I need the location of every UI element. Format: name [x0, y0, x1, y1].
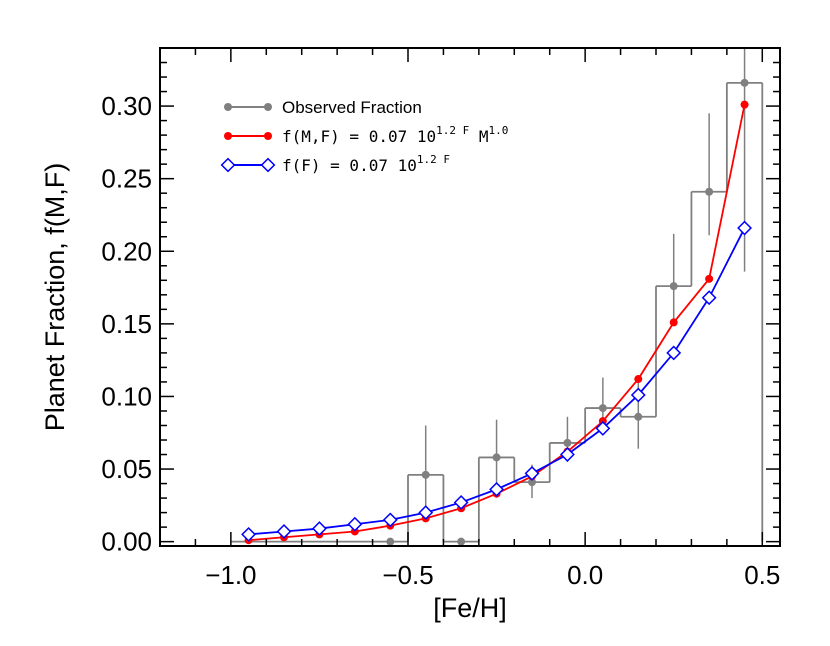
y-tick-label: 0.05	[101, 454, 152, 484]
observed-point	[705, 187, 714, 196]
legend-model-f-text: f(F) = 0.07 10	[282, 156, 417, 175]
observed-point	[634, 412, 643, 421]
model-mf-point	[669, 318, 678, 327]
legend-observed-marker	[224, 103, 232, 111]
y-tick-label: 0.10	[101, 381, 152, 411]
legend-model-mf-marker	[224, 132, 232, 140]
observed-point	[492, 453, 501, 462]
model-f-point	[382, 512, 398, 528]
observed-point	[669, 282, 678, 291]
legend-model-mf-marker	[264, 132, 272, 140]
y-tick-label: 0.00	[101, 527, 152, 557]
x-axis-title: [Fe/H]	[433, 593, 507, 623]
legend-model-mf-exponent: 1.2 F	[436, 124, 469, 137]
legend-observed-label: Observed Fraction	[282, 98, 422, 117]
legend: Observed Fraction f(M,F) = 0.07 101.2 F …	[220, 98, 508, 175]
model-f-point	[489, 481, 504, 497]
legend-model-f-label: f(F) = 0.07 101.2 F	[282, 153, 450, 175]
model-f-point	[666, 345, 682, 361]
legend-model-mf-text: f(M,F) = 0.07 10	[282, 127, 436, 146]
model-f-point	[595, 420, 611, 436]
model-mf-point	[634, 375, 643, 384]
axis-ticks: −1.0 −0.5 0.0 0.5 0.00 0.05 0.10 0.15 0.20 0.25 0.…	[101, 48, 780, 590]
y-tick-label: 0.30	[101, 91, 152, 121]
plot-area	[230, 48, 764, 546]
observed-point	[528, 478, 536, 487]
observed-point	[457, 537, 466, 546]
legend-observed-marker	[264, 103, 272, 111]
model-f-point	[630, 387, 646, 403]
model-mf-point	[740, 100, 749, 109]
x-tick-label: −1.0	[205, 560, 256, 590]
observed-point	[598, 404, 607, 413]
plot-frame	[159, 47, 781, 547]
y-tick-label: 0.20	[101, 236, 152, 266]
model-f-point	[453, 495, 469, 510]
legend-model-mf-mass-exponent: 1.0	[489, 124, 509, 137]
y-tick-label: 0.25	[101, 164, 152, 194]
legend-model-mf-mass: M	[469, 127, 488, 146]
legend-model-f-marker	[260, 157, 276, 173]
y-axis-title: Planet Fraction, f(M,F)	[40, 163, 70, 432]
model-f-point	[701, 290, 717, 306]
legend-model-f-exponent: 1.2 F	[417, 153, 450, 166]
x-tick-label: 0.5	[744, 560, 780, 590]
y-tick-label: 0.15	[101, 309, 152, 339]
model-mf-point	[705, 274, 714, 283]
model-f-point	[737, 220, 752, 236]
model-f-point	[312, 521, 327, 537]
model-f-point	[560, 447, 575, 462]
x-tick-label: 0.0	[567, 560, 603, 590]
observed-point	[386, 537, 395, 546]
observed-point	[563, 438, 572, 447]
model-f-point	[524, 465, 540, 481]
model-f-point	[347, 516, 363, 532]
x-tick-label: −0.5	[382, 560, 433, 590]
model-f-point	[418, 505, 434, 521]
model-f-point	[276, 524, 292, 539]
legend-model-mf-label: f(M,F) = 0.07 101.2 F M1.0	[282, 124, 508, 146]
observed-point	[740, 78, 749, 87]
legend-model-f-marker	[220, 157, 236, 173]
model-f-point	[241, 526, 256, 542]
observed-point	[421, 470, 430, 479]
